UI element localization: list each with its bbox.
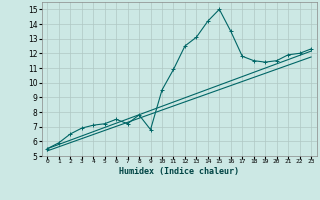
X-axis label: Humidex (Indice chaleur): Humidex (Indice chaleur) [119,167,239,176]
